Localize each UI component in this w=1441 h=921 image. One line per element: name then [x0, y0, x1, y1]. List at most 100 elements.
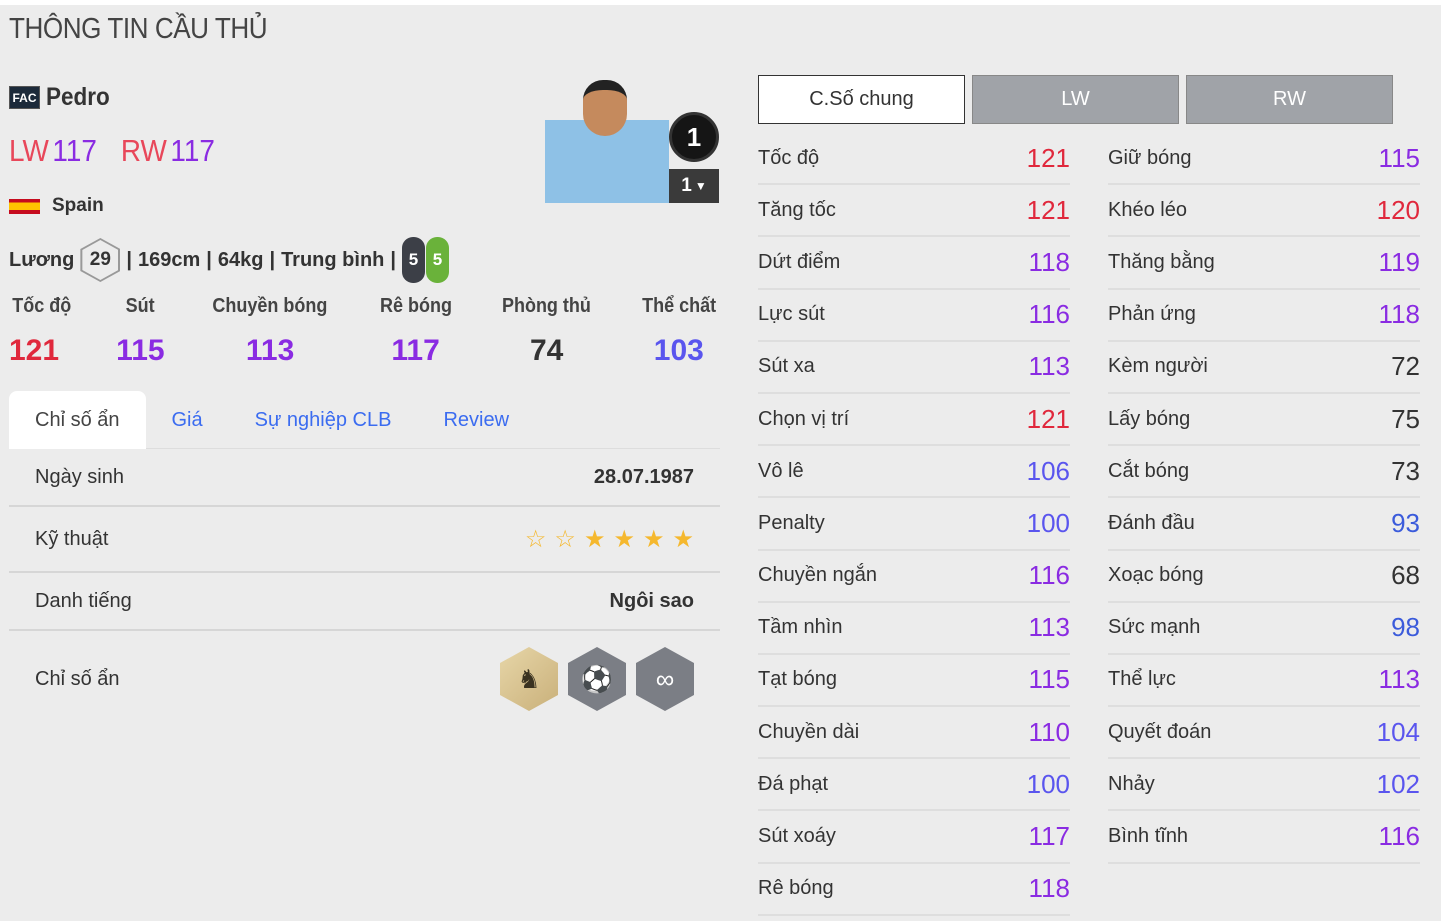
summary-stat: Phòng thủ 74 [502, 295, 592, 367]
tab[interactable]: Review [443, 408, 510, 431]
stat-value: 118 [1028, 873, 1070, 904]
star-filled-icon: ★ [613, 525, 635, 553]
stat-row: Nhảy 102 [1108, 759, 1420, 812]
stat-label: Thể lực [1108, 668, 1176, 691]
caret-down-icon: ▼ [694, 179, 707, 193]
stat-label: Lấy bóng [1108, 407, 1191, 430]
stat-value: 116 [1028, 560, 1070, 591]
height: 169cm [137, 248, 201, 271]
stat-label: Vô lê [758, 459, 804, 482]
stat-row: Tạt bóng 115 [758, 655, 1070, 708]
position-tab[interactable]: LW [972, 75, 1179, 124]
star-filled-icon: ★ [672, 525, 694, 553]
position: LW [9, 133, 49, 168]
stat-value: 72 [1391, 351, 1420, 382]
stat-label: Cắt bóng [1108, 459, 1190, 482]
stat-value: 73 [1391, 455, 1420, 486]
stat-value: 118 [1378, 299, 1420, 330]
nation: Spain [9, 195, 104, 217]
stat-label: Rê bóng [758, 877, 834, 900]
traits-row: Chỉ số ẩn ♞ ⚽ ∞ [9, 631, 720, 727]
fame-value: Ngôi sao [609, 589, 694, 612]
stat-label: Đánh đầu [1108, 511, 1195, 534]
stats-right-column: Giữ bóng 115 Khéo léo 120 Thăng bằng 119 Phản … [1108, 133, 1420, 864]
stat-label: Tạt bóng [758, 668, 837, 691]
stat-row: Sút xa 113 [758, 342, 1070, 394]
stat-label: Tầm nhìn [758, 616, 843, 639]
salary-label: Lương [9, 248, 75, 271]
stat-value: 102 [1376, 768, 1420, 799]
nation-name: Spain [52, 195, 104, 216]
stat-label: Nhảy [1108, 772, 1155, 795]
star-filled-icon: ★ [642, 525, 665, 553]
player-info-page: THÔNG TIN CẦU THỦ FAC Pedro LW 117 RW 117 … [0, 5, 1441, 921]
stat-label: Sức mạnh [1108, 616, 1201, 639]
salary-badge: 29 [80, 238, 121, 282]
stat-row: Bình tĩnh 116 [1108, 811, 1420, 864]
stat-value: 100 [1026, 768, 1070, 799]
stat-row: Thăng bằng 119 [1108, 237, 1420, 290]
player-name: Pedro [46, 83, 110, 111]
skill-stars: ☆ ☆ ★ ★ ★ ★ [525, 525, 694, 554]
flair-arrows-icon[interactable]: ∞ [636, 647, 694, 711]
stat-row: Tốc độ 121 [758, 133, 1070, 186]
position-tabs: C.Số chung LW RW [758, 75, 1393, 124]
star-filled-icon: ★ [583, 525, 606, 553]
stat-value: 98 [1391, 612, 1420, 643]
position: RW [120, 133, 167, 168]
stat-value: 121 [1026, 194, 1070, 225]
stat-value: 110 [1028, 716, 1070, 747]
stat-row: Vô lê 106 [758, 446, 1070, 499]
stat-label: Chọn vị trí [758, 407, 850, 430]
details-table: Ngày sinh 28.07.1987 Kỹ thuật ☆ ☆ ★ ★ ★ ★ Danh … [9, 449, 720, 727]
tab[interactable]: Giá [171, 408, 203, 431]
player-portrait [545, 75, 669, 203]
horse-rider-icon[interactable]: ♞ [500, 647, 558, 711]
spain-flag-icon [9, 198, 40, 214]
tab[interactable]: Sự nghiệp CLB [254, 408, 392, 431]
stat-label: Chuyền dài [758, 720, 860, 743]
stat-row: Đá phạt 100 [758, 759, 1070, 812]
star-empty-icon: ☆ [554, 525, 576, 553]
stat-row: Lực sút 116 [758, 290, 1070, 342]
player-info-line: Lương 29 | 169cm | 64kg | Trung bình | 5 5 [9, 237, 449, 283]
stat-value: 113 [1028, 612, 1070, 643]
stat-value: 121 [1026, 142, 1070, 173]
fame-row: Danh tiếng Ngôi sao [9, 573, 720, 631]
stat-value: 93 [1391, 507, 1420, 538]
summary-stat: Rê bóng 117 [379, 295, 452, 367]
position-ovr: 117 [52, 133, 97, 168]
stat-label: Khéo léo [1108, 198, 1187, 221]
skill-row: Kỹ thuật ☆ ☆ ★ ★ ★ ★ [9, 507, 720, 573]
level-dropdown[interactable]: 1 ▼ [669, 169, 719, 203]
stat-value: 113 [1028, 351, 1070, 382]
position-tab[interactable]: RW [1186, 75, 1393, 124]
stat-row: Giữ bóng 115 [1108, 133, 1420, 186]
speed-dribbler-icon[interactable]: ⚽ [568, 647, 626, 711]
stat-row: Kèm người 72 [1108, 342, 1420, 394]
stat-label: Dứt điểm [758, 250, 841, 273]
stat-value: 104 [1376, 716, 1420, 747]
birth-date: 28.07.1987 [593, 465, 694, 488]
stat-row: Cắt bóng 73 [1108, 446, 1420, 499]
summary-stat: Sút 115 [116, 295, 165, 367]
stat-label: Tốc độ [758, 146, 820, 169]
summary-stat: Chuyền bóng 113 [212, 295, 328, 367]
info-tabs: Chỉ số ẩn Giá Sự nghiệp CLB Review [9, 391, 720, 449]
stat-value: 119 [1378, 246, 1420, 277]
stat-label: Xoạc bóng [1108, 564, 1204, 587]
stat-value: 75 [1391, 403, 1420, 434]
stat-row: Lấy bóng 75 [1108, 394, 1420, 447]
tab[interactable]: Chỉ số ẩn [9, 391, 146, 449]
stat-value: 118 [1028, 246, 1070, 277]
stat-label: Quyết đoán [1108, 720, 1212, 743]
rank-badge: 1 [669, 112, 719, 162]
stat-row: Chọn vị trí 121 [758, 394, 1070, 447]
stat-value: 100 [1026, 507, 1070, 538]
stat-value: 116 [1378, 821, 1420, 852]
stat-value: 106 [1026, 455, 1070, 486]
position-ratings: LW 117 RW 117 [9, 133, 231, 169]
stat-value: 113 [1378, 664, 1420, 695]
position-tab[interactable]: C.Số chung [758, 75, 965, 124]
stat-row: Quyết đoán 104 [1108, 707, 1420, 760]
